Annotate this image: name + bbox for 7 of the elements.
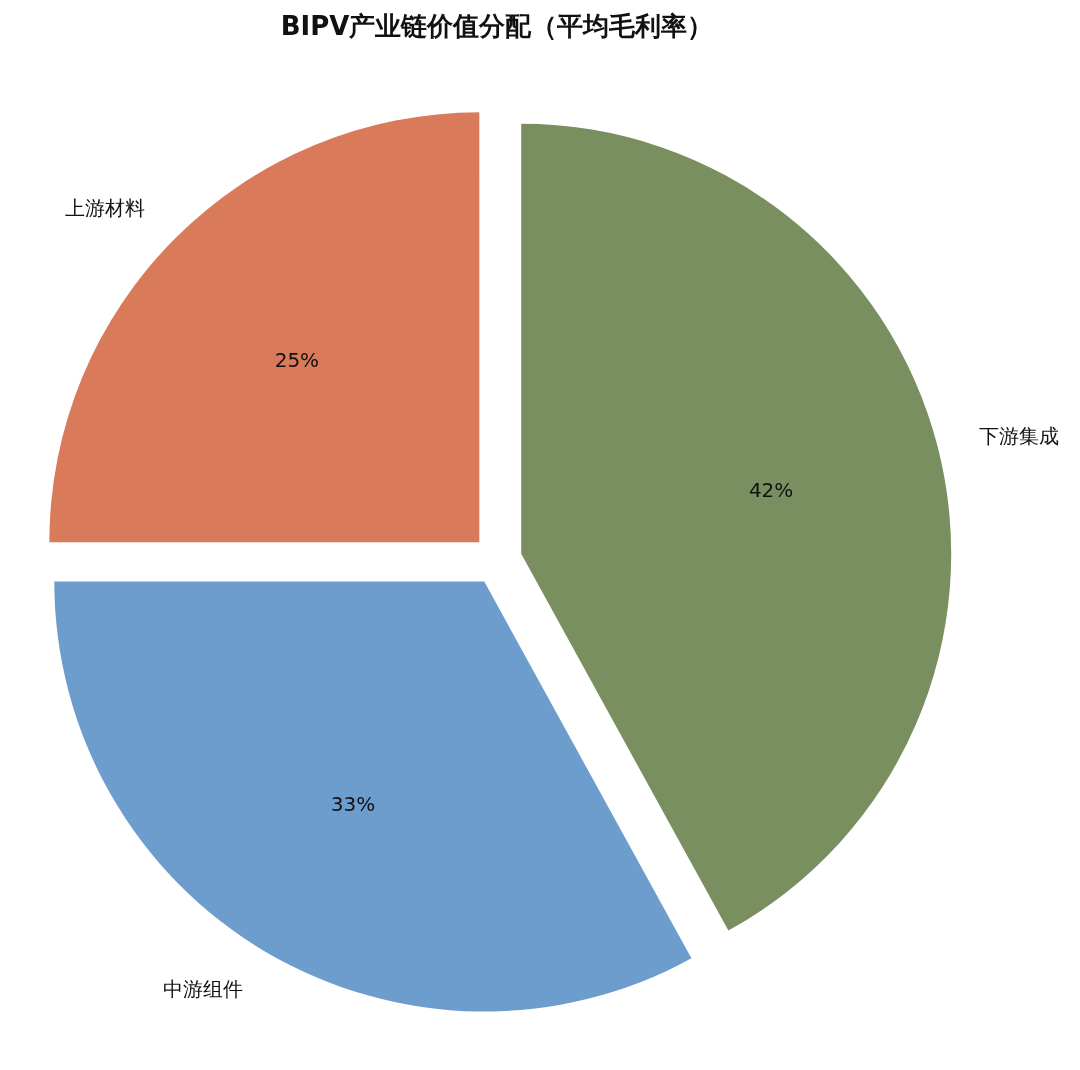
slice-label: 中游组件	[163, 976, 244, 1001]
chart-title: BIPV产业链价值分配（平均毛利率）	[280, 11, 714, 41]
data-label: 33%	[330, 791, 376, 816]
data-label: 42%	[748, 477, 794, 502]
slice-label: 下游集成	[979, 424, 1060, 449]
data-label: 25%	[274, 347, 320, 372]
slice-label: 上游材料	[64, 195, 145, 220]
